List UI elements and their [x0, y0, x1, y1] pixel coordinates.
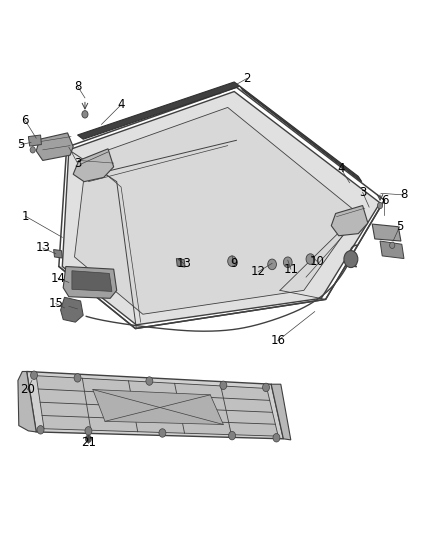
Circle shape [30, 147, 35, 153]
Text: 9: 9 [230, 257, 238, 270]
Circle shape [390, 242, 395, 248]
Text: 12: 12 [251, 265, 266, 278]
Circle shape [273, 433, 280, 442]
Polygon shape [372, 224, 401, 241]
Text: 8: 8 [74, 80, 81, 93]
Text: 4: 4 [337, 162, 345, 175]
Text: 6: 6 [21, 114, 29, 127]
Text: 15: 15 [48, 297, 63, 310]
Circle shape [85, 426, 92, 435]
Text: 11: 11 [283, 263, 298, 276]
Polygon shape [73, 149, 114, 182]
Text: 6: 6 [381, 193, 388, 207]
Circle shape [31, 371, 38, 379]
Text: 10: 10 [310, 255, 325, 268]
Circle shape [262, 383, 269, 392]
Circle shape [220, 381, 227, 390]
Polygon shape [271, 384, 291, 440]
Polygon shape [240, 86, 362, 182]
Circle shape [85, 435, 92, 442]
Polygon shape [60, 297, 83, 322]
Polygon shape [177, 259, 185, 267]
Text: 14: 14 [50, 272, 65, 285]
Circle shape [37, 425, 44, 434]
Polygon shape [72, 271, 112, 292]
Circle shape [82, 111, 88, 118]
Text: 2: 2 [244, 72, 251, 85]
Text: 4: 4 [117, 98, 125, 111]
Circle shape [344, 251, 358, 268]
Text: 5: 5 [396, 220, 403, 233]
Polygon shape [18, 372, 36, 432]
Text: 3: 3 [74, 157, 81, 169]
Polygon shape [380, 241, 404, 259]
Circle shape [228, 256, 237, 266]
Polygon shape [62, 92, 380, 325]
Text: 3: 3 [359, 186, 366, 199]
Polygon shape [28, 135, 42, 146]
Text: 21: 21 [81, 436, 96, 449]
Text: 20: 20 [20, 383, 35, 396]
Polygon shape [27, 372, 283, 439]
Text: 1: 1 [21, 209, 29, 223]
Polygon shape [63, 266, 117, 298]
Polygon shape [36, 376, 278, 436]
Polygon shape [331, 206, 368, 236]
Polygon shape [74, 108, 358, 314]
Text: 8: 8 [400, 189, 408, 201]
Circle shape [283, 257, 292, 268]
Circle shape [159, 429, 166, 437]
Polygon shape [53, 249, 62, 258]
Polygon shape [78, 82, 240, 139]
Circle shape [306, 254, 315, 264]
Polygon shape [36, 133, 73, 160]
Text: 13: 13 [35, 241, 50, 254]
Circle shape [268, 259, 276, 270]
Text: 13: 13 [177, 257, 191, 270]
Polygon shape [93, 390, 223, 424]
Text: 16: 16 [270, 334, 285, 347]
Circle shape [378, 203, 383, 209]
Circle shape [146, 377, 153, 385]
Circle shape [229, 431, 236, 440]
Text: 5: 5 [17, 138, 25, 151]
Circle shape [74, 374, 81, 382]
